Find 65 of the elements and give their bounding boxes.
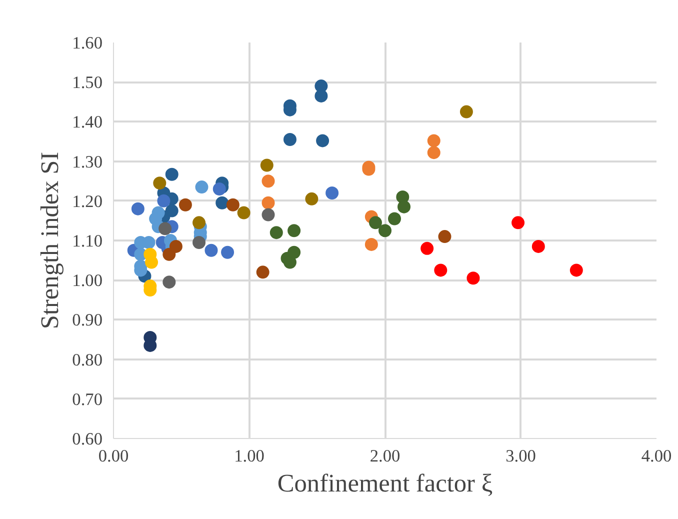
point — [388, 212, 402, 226]
point — [216, 196, 229, 210]
point — [158, 222, 172, 236]
x-tick-label: 0.00 — [98, 446, 129, 466]
point — [314, 89, 328, 102]
point — [165, 168, 178, 181]
point — [288, 246, 301, 259]
x-tick-label: 4.00 — [641, 446, 672, 466]
point — [192, 216, 206, 230]
point — [364, 238, 378, 251]
point — [131, 202, 144, 216]
y-tick-label: 0.90 — [72, 310, 103, 330]
y-tick-label: 1.30 — [72, 152, 103, 172]
point — [169, 240, 182, 253]
x-tick-label: 1.00 — [234, 446, 264, 466]
y-tick-label: 0.70 — [72, 390, 103, 409]
point — [434, 264, 448, 277]
point — [368, 216, 382, 230]
y-tick-label: 1.60 — [72, 34, 103, 52]
y-tick-label: 0.60 — [72, 430, 103, 448]
point — [438, 230, 452, 244]
point — [427, 134, 440, 148]
point — [237, 206, 250, 220]
point — [260, 158, 274, 172]
x-axis-title: Confinement factor ξ — [277, 470, 493, 498]
point — [162, 276, 176, 289]
point — [288, 224, 301, 238]
point — [145, 256, 158, 269]
point — [466, 272, 480, 285]
y-tick-label: 1.10 — [72, 232, 103, 250]
y-axis-title: Strength index SI — [36, 152, 64, 330]
y-tick-label: 1.00 — [72, 271, 103, 290]
x-tick-label: 3.00 — [506, 446, 536, 466]
point — [195, 180, 208, 194]
point — [262, 196, 275, 210]
point — [262, 208, 275, 222]
point — [153, 176, 166, 190]
y-tick-label: 1.20 — [72, 192, 103, 211]
point — [378, 224, 392, 238]
y-tick-label: 1.40 — [72, 112, 103, 132]
x-tick-label: 2.00 — [370, 446, 400, 466]
point — [305, 192, 318, 206]
point — [326, 186, 339, 200]
y-tick-label: 0.80 — [72, 350, 103, 370]
point — [512, 216, 525, 230]
point — [204, 244, 218, 257]
point — [427, 146, 440, 160]
point — [283, 133, 296, 146]
point — [226, 198, 240, 212]
point — [270, 226, 283, 240]
point — [570, 264, 583, 277]
point — [256, 266, 270, 279]
point — [162, 248, 176, 261]
point — [262, 174, 275, 188]
y-tick-label: 1.50 — [72, 73, 103, 92]
point — [192, 236, 206, 249]
point — [460, 105, 473, 118]
point — [157, 194, 170, 208]
point — [532, 240, 545, 253]
point — [398, 200, 411, 214]
point — [221, 246, 234, 259]
point — [316, 134, 330, 148]
point — [178, 198, 192, 212]
point — [212, 182, 226, 196]
point — [420, 242, 434, 255]
